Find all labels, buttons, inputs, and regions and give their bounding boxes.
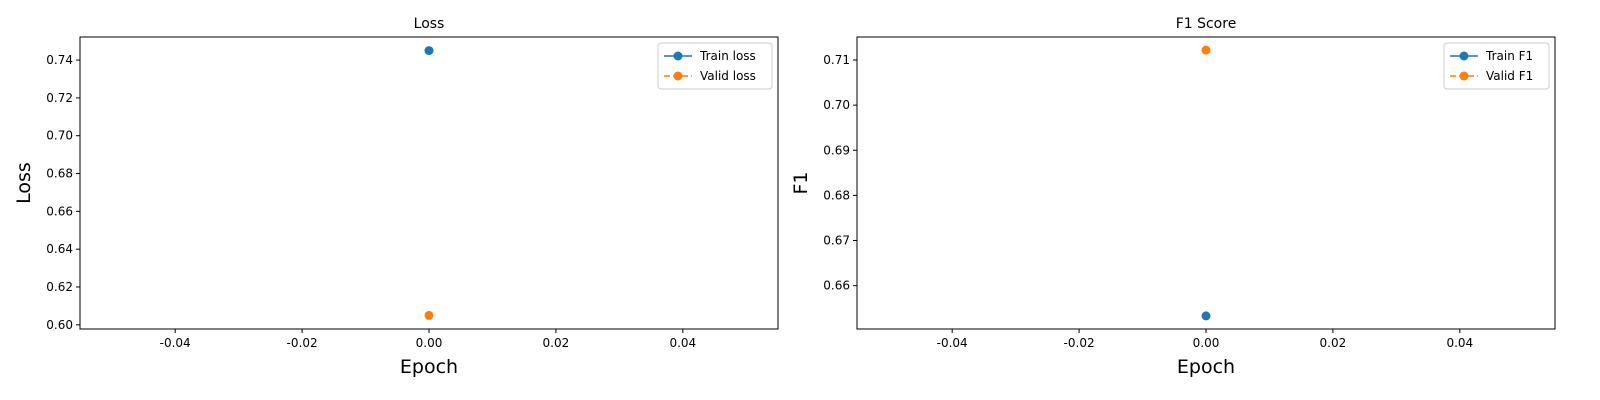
legend-box: [657, 42, 773, 90]
y-tick-label: 0.64: [46, 242, 73, 256]
chart-title: Loss: [414, 16, 445, 32]
y-tick-label: 0.70: [823, 98, 850, 112]
data-point-valid: [1201, 45, 1211, 55]
y-tick-label: 0.69: [823, 143, 850, 157]
legend-label: Valid loss: [700, 69, 756, 83]
x-tick-label: -0.04: [937, 336, 968, 350]
legend-marker: [673, 51, 683, 61]
x-axis-label: Epoch: [1177, 356, 1235, 378]
y-tick-label: 0.71: [823, 53, 850, 67]
y-tick-label: 0.72: [46, 91, 73, 105]
x-tick-label: 0.04: [669, 336, 696, 350]
y-tick-label: 0.67: [823, 234, 850, 248]
x-tick-label: 0.00: [416, 336, 443, 350]
y-axis-label: F1: [790, 171, 812, 194]
legend: Train F1 Valid F1: [1443, 42, 1550, 90]
legend-marker: [673, 71, 683, 81]
legend-label: Valid F1: [1486, 69, 1533, 83]
y-tick-label: 0.66: [823, 279, 850, 293]
legend-label: Train F1: [1485, 49, 1533, 63]
legend-label: Train loss: [699, 49, 756, 63]
legend-marker: [1459, 51, 1469, 61]
legend-box: [1443, 42, 1550, 90]
legend-marker: [1459, 71, 1469, 81]
y-axis-label: Loss: [13, 162, 35, 204]
chart-1: Loss -0.04 -0.02 0.00 0.02 0.04 0.60 0.62 0.64 0.…: [13, 16, 779, 378]
y-tick-label: 0.74: [46, 53, 73, 67]
data-point-valid: [424, 310, 434, 320]
data-point-train: [1201, 311, 1211, 321]
legend: Train loss Valid loss: [657, 42, 773, 90]
y-tick-label: 0.68: [46, 167, 73, 181]
plot-area-frame: [856, 36, 1556, 330]
x-tick-label: -0.02: [1064, 336, 1095, 350]
x-tick-label: 0.02: [543, 336, 570, 350]
x-axis-label: Epoch: [400, 356, 458, 378]
y-tick-label: 0.66: [46, 204, 73, 218]
chart-title: F1 Score: [1176, 16, 1237, 32]
y-tick-label: 0.60: [46, 318, 73, 332]
data-point-train: [424, 46, 434, 56]
plot-area-frame: [79, 36, 779, 330]
y-tick-label: 0.62: [46, 280, 73, 294]
chart-2: F1 Score -0.04 -0.02 0.00 0.02 0.04 0.66 0.67 0.…: [790, 16, 1556, 378]
y-tick-label: 0.70: [46, 129, 73, 143]
x-tick-label: -0.02: [287, 336, 318, 350]
y-tick-label: 0.68: [823, 188, 850, 202]
x-tick-label: 0.00: [1193, 336, 1220, 350]
x-tick-label: -0.04: [160, 336, 191, 350]
x-tick-label: 0.04: [1446, 336, 1473, 350]
x-tick-label: 0.02: [1320, 336, 1347, 350]
